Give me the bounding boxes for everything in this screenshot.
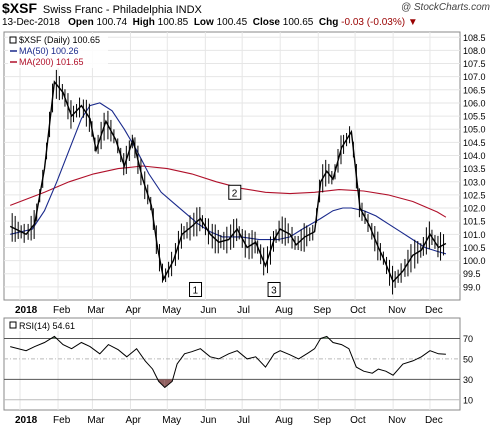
annotation-box: [228, 184, 242, 200]
annotation-label: 2: [232, 188, 238, 199]
rsi-time-tick-label: Jun: [200, 415, 216, 426]
time-tick-label: 2018: [15, 305, 38, 316]
close-value: 100.65: [282, 17, 314, 28]
open-label: Open: [68, 17, 94, 28]
chg-value: -0.03 (-0.03%): [341, 17, 406, 28]
legend-ma200: MA(200) 101.65: [19, 57, 84, 67]
rsi-legend-box: [7, 320, 87, 331]
price-tick-label: 106.0: [463, 98, 486, 108]
time-tick-label: Dec: [425, 305, 443, 316]
annotation-box: [189, 281, 203, 297]
time-tick-label: Jun: [200, 305, 216, 316]
price-tick-label: 103.5: [463, 164, 486, 174]
high-value: 100.85: [157, 17, 189, 28]
price-tick-label: 105.5: [463, 112, 486, 122]
price-tick-label: 99.5: [463, 269, 481, 279]
price-tick-label: 107.5: [463, 59, 486, 69]
rsi-tick-label: 70: [463, 334, 473, 344]
price-tick-label: 108.5: [463, 33, 486, 43]
rsi-time-tick-label: May: [162, 415, 181, 426]
price-tick-label: 107.0: [463, 72, 486, 82]
price-tick-label: 100.0: [463, 256, 486, 266]
price-tick-label: 101.5: [463, 217, 486, 227]
rsi-legend-swatch: [9, 321, 17, 329]
price-tick-label: 106.5: [463, 85, 486, 95]
ohlc-line: 13-Dec-2018 Open 100.74 High 100.85 Low …: [2, 17, 492, 30]
rsi-time-tick-label: Aug: [275, 415, 293, 426]
date: 13-Dec-2018: [2, 17, 60, 28]
low-value: 100.45: [216, 17, 248, 28]
description: Swiss Franc - Philadelphia INDX: [42, 4, 202, 16]
rsi-panel: [3, 317, 461, 411]
time-tick-label: May: [162, 305, 181, 316]
price-panel: [3, 31, 461, 301]
legend-price-swatch: [9, 36, 17, 44]
low-label: Low: [193, 17, 214, 28]
price-tick-label: 101.0: [463, 230, 486, 240]
rsi-time-tick-label: Nov: [388, 415, 406, 426]
time-tick-label: Apr: [125, 305, 141, 316]
rsi-time-tick-label: Mar: [87, 415, 105, 426]
price-tick-label: 104.5: [463, 138, 486, 148]
credit: @ StockCharts.com: [400, 2, 490, 13]
price-tick-label: 102.5: [463, 190, 486, 200]
annotation-box: [267, 281, 281, 297]
rsi-tick-label: 10: [463, 395, 473, 405]
price-tick-label: 99.0: [463, 282, 481, 292]
time-tick-label: Aug: [275, 305, 293, 316]
price-tick-label: 108.0: [463, 46, 486, 56]
time-tick-label: Feb: [53, 305, 71, 316]
price-tick-label: 102.0: [463, 204, 486, 214]
rsi-tick-label: 30: [463, 375, 473, 385]
high-label: High: [132, 17, 155, 28]
rsi-legend: RSI(14) 54.61: [19, 321, 75, 331]
annotation-label: 1: [193, 285, 199, 296]
legend-box: [8, 34, 108, 68]
rsi-time-tick-label: Apr: [125, 415, 141, 426]
chg-label: Chg: [318, 17, 339, 28]
legend-price: $XSF (Daily) 100.65: [19, 35, 100, 45]
rsi-time-tick-label: Feb: [53, 415, 71, 426]
annotation-label: 3: [271, 285, 277, 296]
close-label: Close: [252, 17, 280, 28]
price-tick-label: 104.0: [463, 151, 486, 161]
rsi-tick-label: 50: [463, 354, 473, 364]
price-tick-label: 105.0: [463, 125, 486, 135]
price-tick-label: 100.5: [463, 243, 486, 253]
rsi-line: [10, 335, 446, 389]
legend-ma50: MA(50) 100.26: [19, 46, 79, 56]
rsi-time-tick-label: 2018: [15, 415, 38, 426]
time-tick-label: Nov: [388, 305, 406, 316]
time-tick-label: Mar: [87, 305, 105, 316]
time-tick-label: Jul: [237, 305, 250, 316]
time-tick-label: Oct: [350, 305, 366, 316]
rsi-time-tick-label: Jul: [237, 415, 250, 426]
price-tick-label: 103.0: [463, 177, 486, 187]
time-tick-label: Sep: [313, 305, 331, 316]
rsi-time-tick-label: Sep: [313, 415, 331, 426]
rsi-time-tick-label: Oct: [350, 415, 366, 426]
open-value: 100.74: [96, 17, 128, 28]
rsi-time-tick-label: Dec: [425, 415, 443, 426]
ma50-line: [10, 102, 447, 255]
symbol: $XSF: [2, 0, 38, 16]
chart-title: $XSF Swiss Franc - Philadelphia INDX: [2, 0, 492, 16]
chg-down-icon: ▼: [407, 17, 418, 28]
